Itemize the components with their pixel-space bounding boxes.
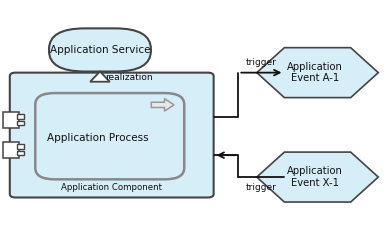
Text: Application Component: Application Component (61, 183, 162, 192)
Text: realization: realization (105, 73, 152, 82)
Text: Application Service: Application Service (50, 45, 150, 55)
FancyBboxPatch shape (10, 73, 214, 197)
Polygon shape (257, 152, 378, 202)
Text: Application
Event A-1: Application Event A-1 (287, 62, 343, 84)
Polygon shape (90, 72, 110, 82)
Text: trigger: trigger (246, 58, 277, 67)
Bar (17, 151, 24, 155)
Bar (17, 144, 24, 149)
Bar (3, 112, 19, 128)
Bar (17, 114, 24, 119)
Bar (3, 142, 19, 158)
FancyBboxPatch shape (49, 28, 151, 72)
Polygon shape (257, 48, 378, 98)
Text: Application
Event X-1: Application Event X-1 (287, 166, 343, 188)
Bar (17, 121, 24, 125)
Text: trigger: trigger (246, 183, 277, 192)
Text: Application Process: Application Process (47, 133, 149, 143)
Polygon shape (151, 99, 174, 111)
FancyBboxPatch shape (35, 93, 184, 179)
